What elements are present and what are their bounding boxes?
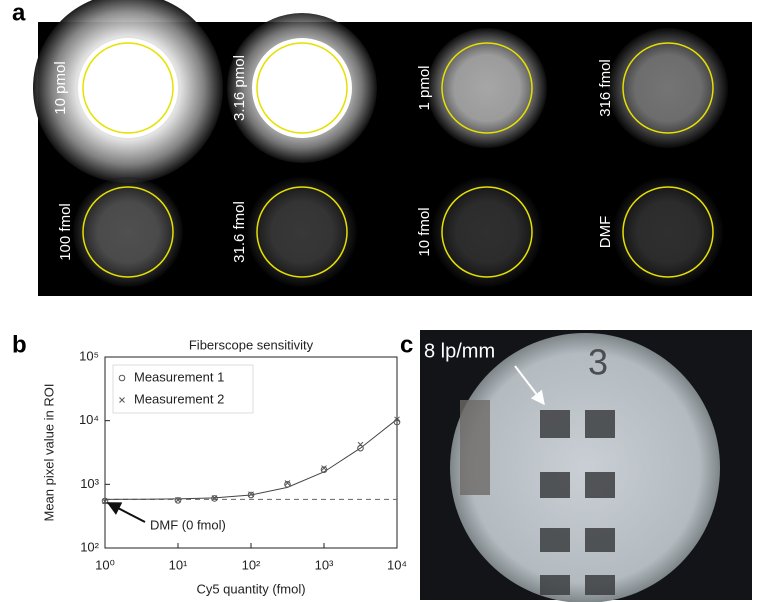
scale-label: 8 lp/mm	[424, 340, 495, 362]
fiber-view	[450, 333, 720, 602]
sample-label: 10 pmol	[52, 61, 69, 114]
sample-label: 1 pmol	[416, 65, 433, 110]
y-tick-label: 10⁴	[79, 412, 99, 427]
x-tick-label: 10²	[242, 557, 261, 572]
legend-label: Measurement 2	[134, 391, 224, 406]
y-tick-label: 10⁵	[79, 348, 99, 363]
x-tick-label: 10³	[315, 557, 334, 572]
sample-label: 316 fmol	[597, 59, 614, 117]
chart-title: Fiberscope sensitivity	[189, 337, 314, 352]
panel-label: b	[12, 331, 27, 358]
target-block	[460, 400, 490, 495]
x-axis-label: Cy5 quantity (fmol)	[196, 581, 305, 596]
y-tick-label: 10²	[80, 539, 99, 554]
well-halo	[247, 177, 357, 287]
well-halo	[73, 177, 183, 287]
well-halo	[608, 28, 728, 148]
sample-label: 100 fmol	[57, 203, 74, 261]
legend-label: Measurement 1	[134, 369, 224, 384]
sample-label: 10 fmol	[416, 207, 433, 256]
well-halo	[613, 177, 723, 287]
panel-b: Fiberscope sensitivity Cy5 quantity (fmol…	[41, 337, 407, 596]
target-digit: 3	[588, 342, 608, 383]
well-halo	[432, 177, 542, 287]
panel-label: a	[12, 0, 26, 26]
sample-label: DMF	[597, 216, 614, 249]
well-saturated	[78, 38, 178, 138]
x-tick-label: 10⁰	[95, 557, 115, 572]
panel-label: c	[400, 331, 413, 358]
sample-label: 3.16 pmol	[231, 55, 248, 121]
sample-label: 31.6 fmol	[231, 201, 248, 263]
x-tick-label: 10⁴	[387, 557, 407, 572]
well-saturated	[252, 38, 352, 138]
y-axis-label: Mean pixel value in ROI	[41, 383, 56, 521]
well-halo	[427, 28, 547, 148]
figure: a 10 pmol 3.16 pmol 1 pmol 316 fmol 100 fmol…	[0, 0, 758, 602]
y-tick-label: 10³	[80, 476, 99, 491]
x-tick-label: 10¹	[169, 557, 188, 572]
annotation: DMF (0 fmol)	[150, 517, 226, 532]
